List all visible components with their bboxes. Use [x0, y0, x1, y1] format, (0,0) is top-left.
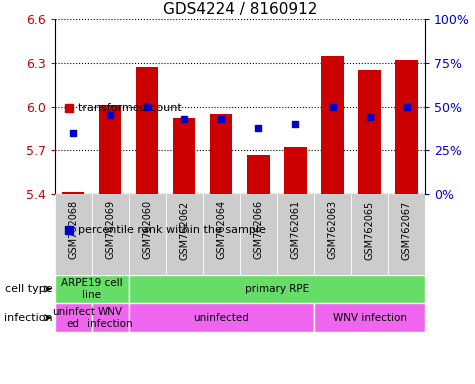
Text: WNV infection: WNV infection [332, 313, 407, 323]
Text: infection: infection [4, 313, 52, 323]
Bar [240, 194, 277, 275]
Text: GSM762066: GSM762066 [253, 200, 264, 260]
Text: GSM762060: GSM762060 [142, 200, 152, 260]
Bar [314, 194, 351, 275]
Text: GSM762062: GSM762062 [179, 200, 190, 260]
Bar [166, 194, 203, 275]
Text: transformed count: transformed count [78, 103, 182, 113]
Text: primary RPE: primary RPE [245, 284, 309, 294]
Bar [285, 147, 306, 194]
Bar [359, 70, 380, 194]
Text: ARPE19 cell
line: ARPE19 cell line [61, 278, 123, 300]
Bar [55, 275, 129, 303]
Bar [55, 303, 92, 332]
Text: percentile rank within the sample: percentile rank within the sample [78, 225, 266, 235]
Bar [129, 194, 166, 275]
Bar [322, 56, 343, 194]
Text: cell type: cell type [5, 284, 52, 294]
Bar [396, 60, 418, 194]
Text: WNV
infection: WNV infection [87, 307, 133, 329]
Bar [247, 155, 269, 194]
Text: GSM762065: GSM762065 [364, 200, 375, 260]
Bar [129, 275, 425, 303]
Bar [55, 194, 92, 275]
Text: uninfected: uninfected [193, 313, 249, 323]
Text: GSM762067: GSM762067 [401, 200, 412, 260]
Text: GSM762063: GSM762063 [327, 200, 338, 260]
Bar [92, 303, 129, 332]
Text: GSM762064: GSM762064 [216, 200, 227, 260]
Bar [173, 118, 195, 194]
Bar [210, 114, 232, 194]
Bar [92, 194, 129, 275]
Bar [314, 303, 425, 332]
Title: GDS4224 / 8160912: GDS4224 / 8160912 [162, 2, 317, 17]
Bar [351, 194, 388, 275]
Bar [99, 105, 121, 194]
Bar [277, 194, 314, 275]
Bar [136, 67, 158, 194]
Bar [203, 194, 240, 275]
Bar [388, 194, 425, 275]
Text: uninfect
ed: uninfect ed [52, 307, 95, 329]
Text: GSM762061: GSM762061 [290, 200, 301, 260]
Bar [129, 303, 314, 332]
Text: GSM762068: GSM762068 [68, 200, 78, 260]
Bar [62, 192, 84, 194]
Text: GSM762069: GSM762069 [105, 200, 115, 260]
